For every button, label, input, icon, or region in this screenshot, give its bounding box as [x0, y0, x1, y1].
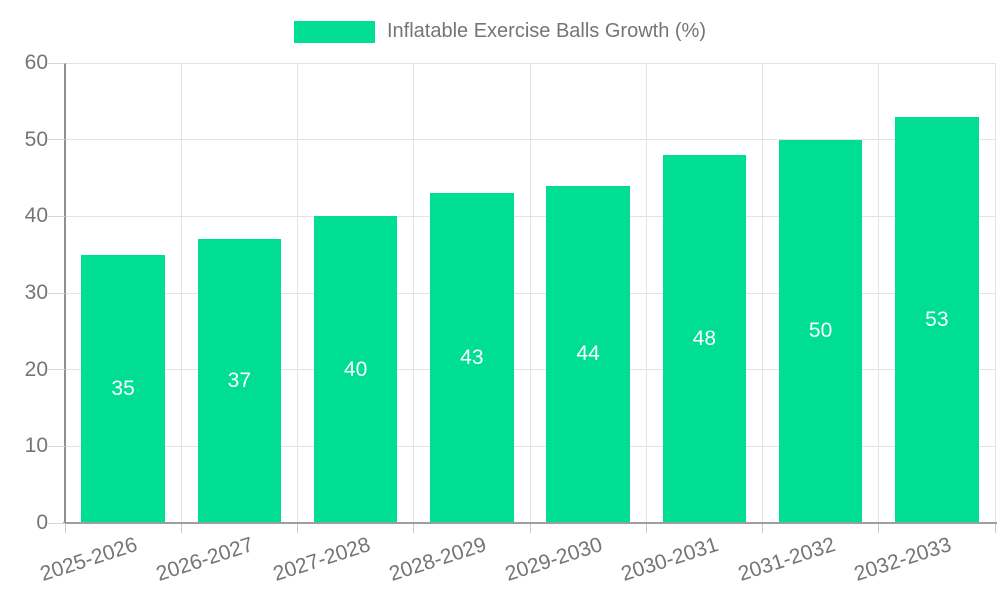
y-axis-tick: [48, 445, 65, 447]
y-axis-tick: [48, 522, 65, 524]
x-axis-tick: [645, 524, 647, 533]
y-axis-tick: [48, 292, 65, 294]
y-axis-tick: [48, 369, 65, 371]
y-axis-tick-label: 30: [24, 281, 48, 304]
x-gridline: [413, 63, 415, 523]
bar-value-label: 43: [460, 346, 484, 370]
x-axis-tick: [762, 524, 763, 533]
y-axis-tick: [48, 62, 65, 64]
bar-value-label: 35: [111, 376, 135, 400]
bar[interactable]: 44: [546, 185, 630, 523]
x-gridline: [994, 63, 996, 523]
x-axis-tick: [297, 524, 298, 533]
y-axis-tick-label: 10: [24, 434, 48, 458]
bar-value-label: 44: [576, 342, 600, 366]
y-axis-tick-label: 60: [24, 51, 48, 74]
bar-value-label: 40: [343, 357, 368, 381]
plot-area: 35 37 40 43 44 48 50 53: [64, 62, 996, 523]
x-gridline: [297, 63, 298, 523]
x-axis-line: [63, 522, 997, 524]
y-axis-tick-label: 20: [24, 357, 48, 381]
x-gridline: [762, 63, 763, 523]
legend-swatch: [293, 20, 375, 43]
x-axis-tick: [994, 524, 996, 533]
legend-label: Inflatable Exercise Balls Growth (%): [386, 20, 706, 42]
bar[interactable]: 43: [430, 193, 514, 523]
y-axis-tick-label: 0: [36, 511, 48, 534]
x-gridline: [878, 63, 880, 523]
y-axis-tick: [48, 139, 65, 141]
x-axis-tick: [878, 524, 880, 533]
x-axis-tick: [64, 524, 66, 533]
y-axis-line: [64, 63, 66, 523]
bar[interactable]: 53: [895, 116, 979, 523]
bar[interactable]: 35: [81, 254, 165, 523]
x-axis-tick: [413, 524, 415, 533]
y-axis-tick-label: 50: [24, 127, 48, 151]
bar-value-label: 37: [227, 369, 252, 393]
bar-value-label: 50: [808, 319, 833, 343]
x-gridline: [529, 63, 531, 523]
y-axis-tick-label: 40: [24, 204, 48, 228]
bar-value-label: 53: [925, 307, 949, 331]
x-gridline: [180, 63, 182, 523]
bar[interactable]: 48: [662, 155, 747, 523]
x-gridline: [645, 63, 647, 523]
bar[interactable]: 37: [197, 239, 282, 523]
legend-item[interactable]: Inflatable Exercise Balls Growth (%): [0, 20, 1000, 43]
y-axis-tick: [48, 215, 65, 217]
x-axis-tick: [529, 524, 531, 533]
bar-value-label: 48: [692, 327, 717, 350]
bar[interactable]: 50: [778, 139, 863, 523]
bar[interactable]: 40: [313, 216, 398, 523]
x-axis-tick: [180, 524, 182, 533]
